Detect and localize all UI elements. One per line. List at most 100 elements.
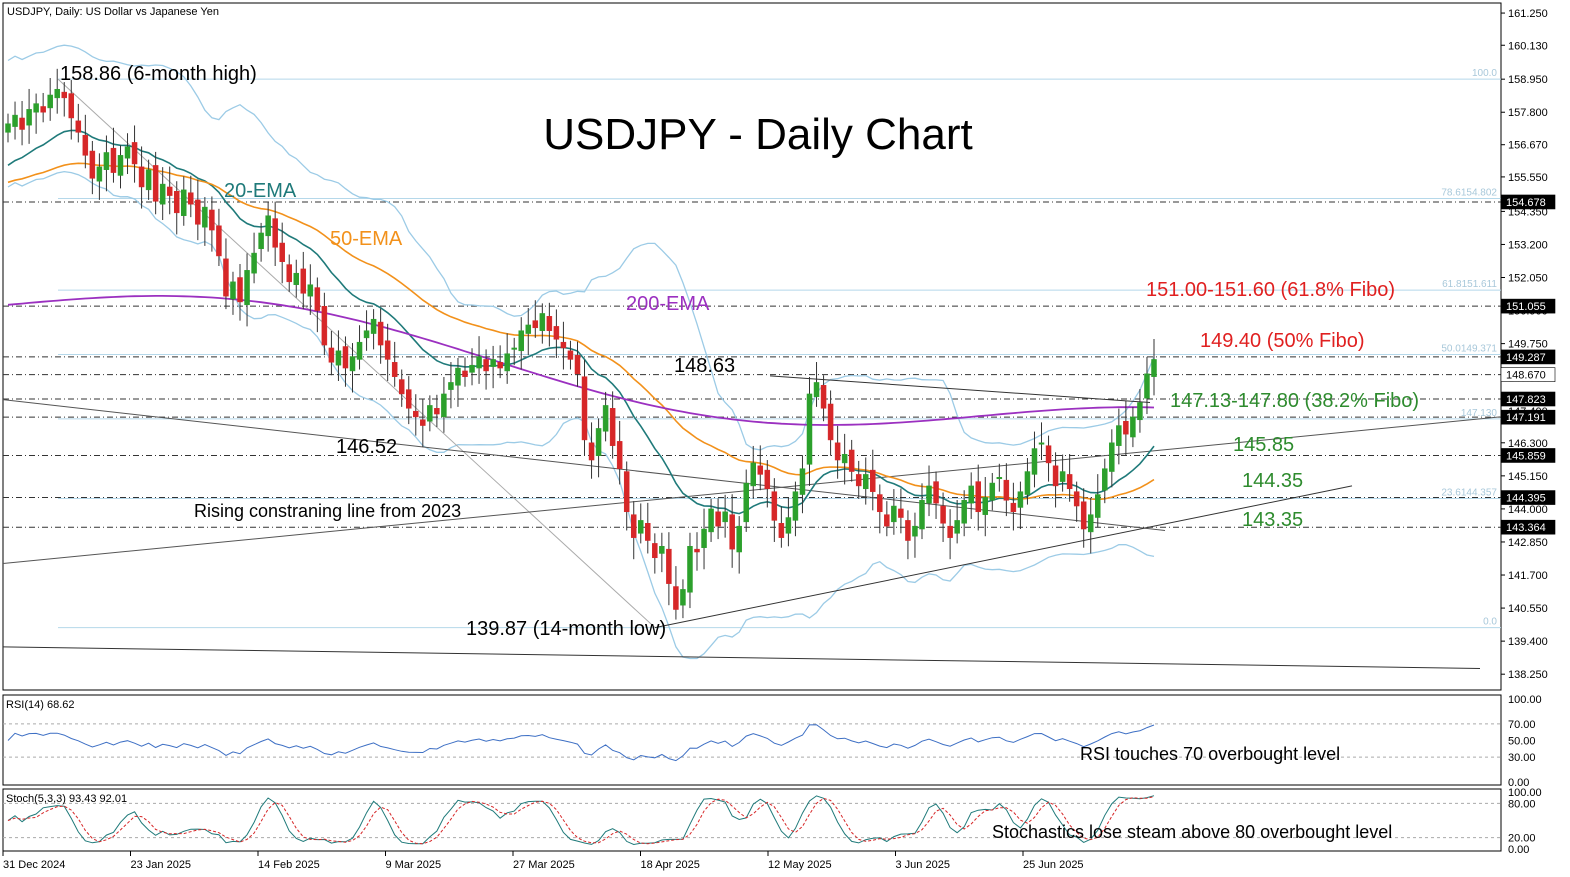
candle-body bbox=[813, 382, 820, 398]
candle-body bbox=[483, 359, 489, 372]
candle-body bbox=[265, 215, 271, 237]
fibo-label: 61.8151.611 bbox=[1442, 279, 1497, 290]
candle-body bbox=[434, 408, 440, 415]
candle-body bbox=[1102, 468, 1108, 491]
candle-body bbox=[19, 117, 25, 130]
candle-body bbox=[539, 313, 546, 331]
price-tag-label: 144.395 bbox=[1506, 493, 1546, 505]
label-ema200: 200-EMA bbox=[626, 293, 710, 315]
candle-body bbox=[335, 350, 342, 366]
candle-body bbox=[715, 511, 721, 527]
rsi-panel: 100.00 70.00 50.00 30.00 0.00 bbox=[3, 694, 1542, 789]
candle-body bbox=[652, 543, 658, 559]
candle-body bbox=[609, 408, 616, 446]
candle-body bbox=[342, 346, 349, 369]
candle-body bbox=[504, 353, 510, 372]
stoch-note: Stochastics lose steam above 80 overboug… bbox=[992, 822, 1392, 842]
candle-body bbox=[1080, 501, 1087, 530]
price-tick-label: 141.700 bbox=[1508, 570, 1548, 582]
candle-body bbox=[905, 520, 911, 541]
annotation-low: 139.87 (14-month low) bbox=[466, 618, 666, 640]
rsi-panel-frame bbox=[2, 694, 1502, 786]
candle-body bbox=[244, 270, 250, 306]
price-tick-label: 149.750 bbox=[1508, 339, 1548, 351]
candle-body bbox=[1144, 373, 1150, 399]
candle-body bbox=[455, 367, 461, 386]
candle-body bbox=[968, 485, 974, 504]
candle-body bbox=[117, 155, 124, 176]
price-tag bbox=[1500, 367, 1556, 382]
price-tag-label: 148.670 bbox=[1506, 370, 1546, 382]
stoch-d-line bbox=[7, 796, 1155, 845]
stoch-tick-label: 0.00 bbox=[1508, 844, 1529, 856]
bollinger-upper bbox=[7, 44, 1155, 451]
candle-body bbox=[1066, 474, 1073, 490]
candle-body bbox=[181, 189, 187, 216]
date-tick-label: 31 Dec 2024 bbox=[3, 859, 65, 871]
price-tag-label: 154.678 bbox=[1506, 197, 1546, 209]
candle-body bbox=[638, 520, 644, 534]
candle-body bbox=[757, 465, 764, 475]
price-tick-label: 152.050 bbox=[1508, 273, 1548, 285]
candle-body bbox=[1095, 494, 1101, 518]
candle-body bbox=[103, 152, 110, 170]
horizontal-levels: 100.0 78.6154.802 61.8151.611 50.0149.371 14… bbox=[3, 68, 1501, 629]
candle-body bbox=[764, 469, 771, 490]
date-tick-label: 14 Feb 2025 bbox=[258, 859, 320, 871]
candle-body bbox=[729, 514, 735, 550]
price-tick-label: 160.130 bbox=[1508, 40, 1548, 52]
candle-body bbox=[567, 350, 574, 360]
candle-body bbox=[462, 370, 468, 377]
annotation-rising-line: Rising constraning line from 2023 bbox=[194, 501, 461, 521]
candle-body bbox=[230, 281, 236, 300]
candle-body bbox=[1116, 425, 1122, 446]
ema20-line bbox=[7, 129, 1155, 515]
date-tick-label: 9 Mar 2025 bbox=[386, 859, 442, 871]
candle-body bbox=[469, 364, 475, 373]
candle-body bbox=[898, 508, 904, 518]
candle-body bbox=[1059, 471, 1066, 482]
label-ema50: 50-EMA bbox=[330, 228, 403, 250]
candle-body bbox=[195, 199, 201, 225]
candle-body bbox=[659, 546, 665, 554]
candle-body bbox=[279, 242, 285, 262]
candle-body bbox=[588, 442, 595, 461]
stoch-tick-label: 80.00 bbox=[1508, 798, 1536, 810]
candle-body bbox=[138, 166, 145, 188]
candle-body bbox=[216, 225, 222, 257]
price-axis: 161.250 160.130 158.950 157.800 156.670 155.5… bbox=[1500, 8, 1556, 681]
fibo-label: 23.6144.357 bbox=[1441, 488, 1497, 499]
price-tick-label: 156.670 bbox=[1508, 140, 1548, 152]
rsi-note: RSI touches 70 overbought level bbox=[1080, 744, 1340, 764]
candle-body bbox=[413, 410, 419, 418]
candle-body bbox=[82, 134, 89, 156]
candle-body bbox=[300, 268, 307, 294]
label-fib-382: 147.13-147.80 (38.2% Fibo) bbox=[1170, 390, 1419, 412]
candle-body bbox=[405, 389, 412, 409]
rsi-tick-label: 100.00 bbox=[1508, 694, 1542, 706]
stoch-tick-label: 20.00 bbox=[1508, 833, 1536, 845]
candle-body bbox=[33, 103, 39, 113]
candle-body bbox=[145, 169, 152, 191]
price-tick-label: 145.150 bbox=[1508, 471, 1548, 483]
resistance-line bbox=[769, 375, 1151, 404]
price-tick-label: 158.950 bbox=[1508, 74, 1548, 86]
price-tag bbox=[1500, 448, 1556, 463]
candle-body bbox=[518, 330, 524, 352]
candle-body bbox=[68, 93, 75, 119]
candle-body bbox=[806, 393, 813, 465]
candle-body bbox=[384, 340, 391, 360]
rsi-tick-label: 0.00 bbox=[1508, 777, 1529, 789]
candle-body bbox=[159, 183, 166, 205]
price-tick-label: 138.250 bbox=[1508, 669, 1548, 681]
candle-body bbox=[356, 341, 363, 360]
candle-body bbox=[47, 94, 53, 109]
candles bbox=[5, 68, 1157, 620]
candle-body bbox=[947, 525, 953, 538]
candle-body bbox=[1038, 442, 1045, 445]
candle-body bbox=[996, 477, 1003, 480]
date-tick-label: 27 Mar 2025 bbox=[513, 859, 575, 871]
label-145-85: 145.85 bbox=[1233, 434, 1294, 456]
candle-body bbox=[61, 91, 67, 99]
candle-body bbox=[848, 449, 855, 472]
